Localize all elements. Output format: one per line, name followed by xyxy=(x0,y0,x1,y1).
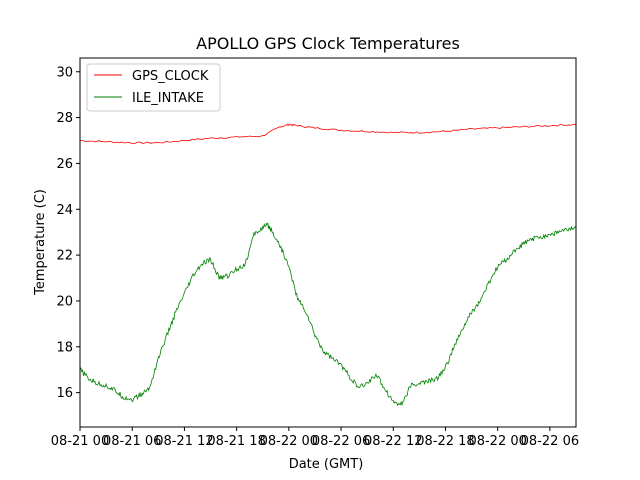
series-line-ile-intake xyxy=(79,222,577,407)
x-tick-label: 08-21 06 xyxy=(103,434,161,449)
y-tick-label: 30 xyxy=(56,65,73,80)
series-line-gps-clock xyxy=(80,123,577,144)
x-tick-label: 08-22 18 xyxy=(416,434,474,449)
x-axis-label: Date (GMT) xyxy=(289,457,364,472)
y-tick-label: 16 xyxy=(56,386,73,401)
legend-box xyxy=(86,63,221,112)
y-tick-label: 22 xyxy=(56,249,73,264)
x-tick-label: 08-22 06 xyxy=(312,434,370,449)
plot-frame xyxy=(79,57,577,428)
y-tick-label: 26 xyxy=(56,157,73,172)
y-axis-label: Temperature (C) xyxy=(33,189,48,296)
y-tick-label: 28 xyxy=(56,111,73,126)
x-tick-label: 08-22 00 xyxy=(468,434,526,449)
legend: GPS_CLOCK ILE_INTAKE xyxy=(86,63,221,112)
x-tick-label: 08-21 00 xyxy=(51,434,109,449)
x-tick-label: 08-22 06 xyxy=(521,434,579,449)
x-tick-label: 08-21 18 xyxy=(207,434,265,449)
legend-label-gps-clock: GPS_CLOCK xyxy=(132,69,209,84)
x-tick-label: 08-22 00 xyxy=(260,434,318,449)
legend-label-ile-intake: ILE_INTAKE xyxy=(132,91,204,106)
y-tick-label: 24 xyxy=(56,203,73,218)
chart-title: APOLLO GPS Clock Temperatures xyxy=(196,34,460,53)
y-tick-label: 20 xyxy=(56,294,73,309)
y-tick-label: 18 xyxy=(56,340,73,355)
plot-lines xyxy=(79,123,577,407)
y-axis: 16 18 20 22 24 26 28 30 xyxy=(56,65,80,401)
x-tick-label: 08-21 12 xyxy=(155,434,213,449)
x-tick-label: 08-22 12 xyxy=(364,434,422,449)
